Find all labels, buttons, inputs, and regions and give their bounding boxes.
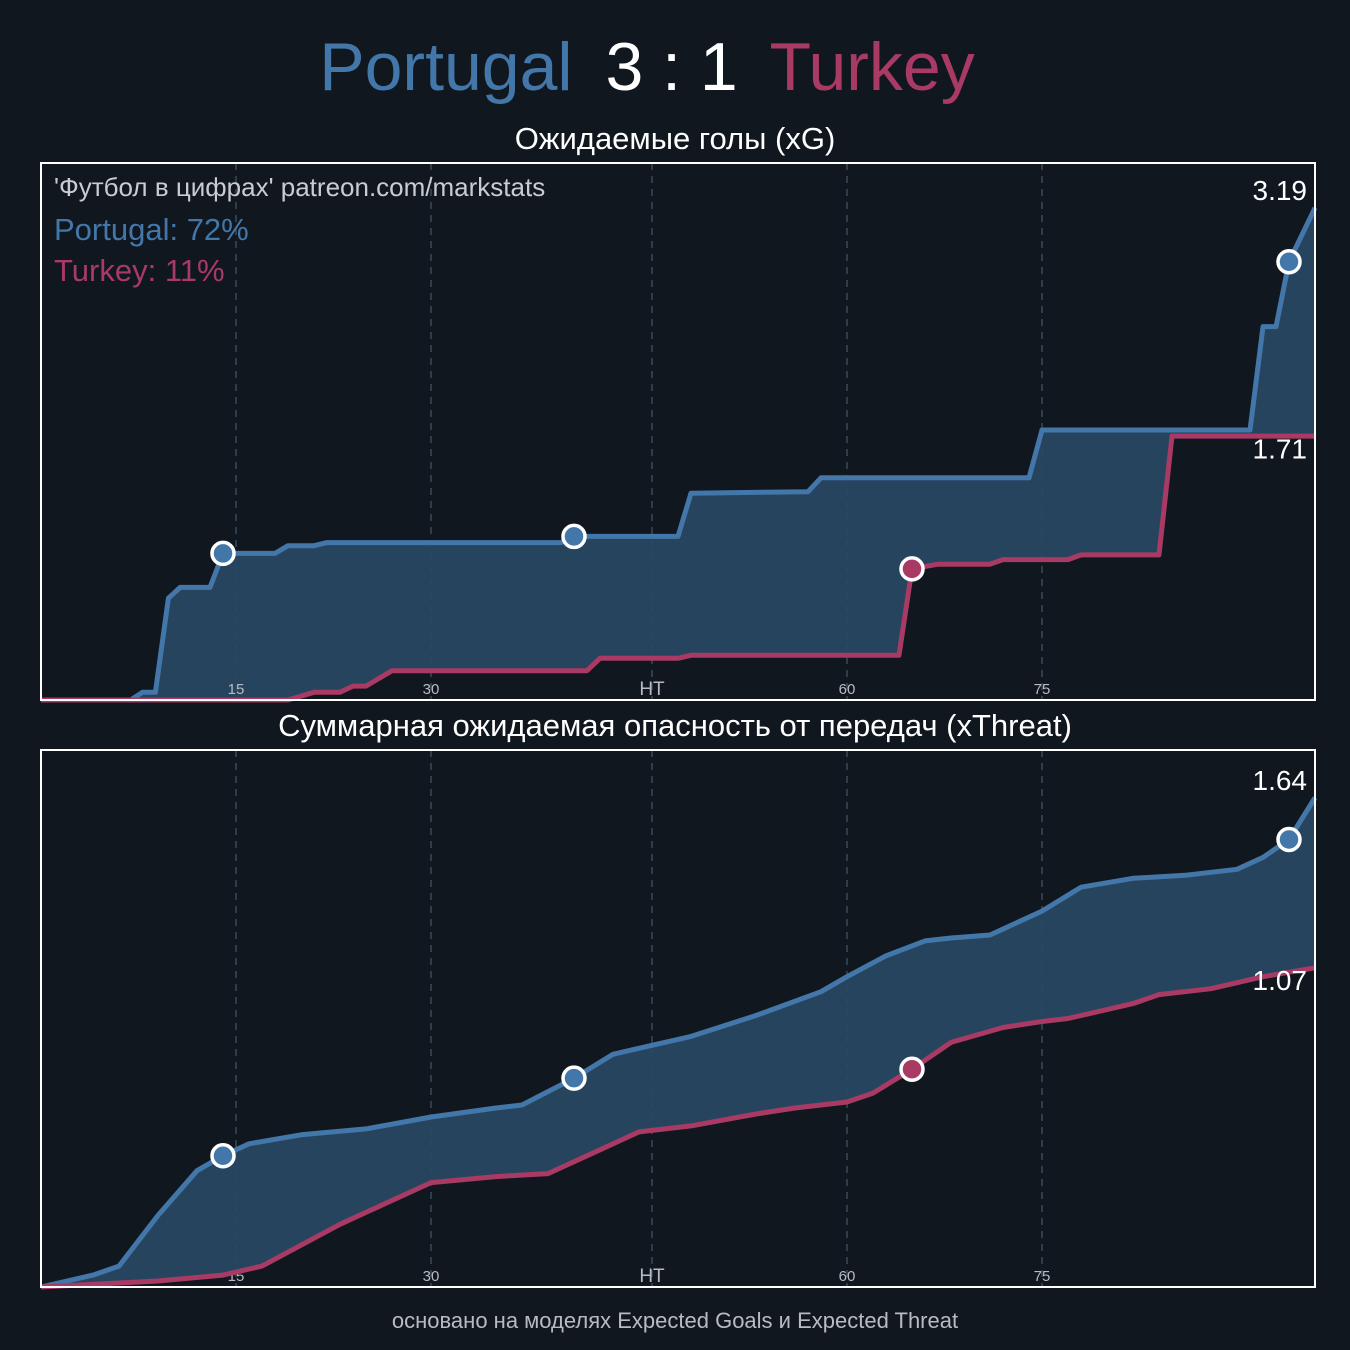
series-line: [40, 965, 1316, 1290]
x-tick-label: 75: [1034, 681, 1051, 698]
x-tick-label: HT: [639, 1266, 665, 1287]
gap-area: [41, 797, 1315, 1287]
note: 'Футбол в цифрах' patreon.com/markstats: [54, 172, 545, 202]
score: 3 : 1: [605, 29, 737, 105]
goal-marker: [1276, 826, 1302, 853]
match-title: Portugal 3 : 1 Turkey: [319, 29, 974, 105]
end-value-label: 3.19: [1253, 175, 1308, 206]
goal-marker: [899, 1056, 925, 1082]
x-tick-label: 15: [228, 681, 245, 698]
end-value-label: 1.64: [1253, 765, 1308, 796]
note: Turkey: 11%: [54, 253, 225, 288]
note: Portugal: 72%: [54, 212, 249, 247]
chart-title: Суммарная ожидаемая опасность от передач…: [278, 708, 1072, 743]
goal-marker: [1276, 249, 1302, 275]
end-value-label: 1.07: [1253, 965, 1308, 996]
plot-frame: [40, 162, 1316, 701]
goal-marker: [899, 556, 925, 582]
footer: основано на моделях Expected Goals и Exp…: [392, 1308, 958, 1333]
away-team: Turkey: [769, 29, 974, 105]
gap-area: [41, 207, 1315, 701]
x-tick-label: 75: [1034, 1268, 1051, 1285]
x-tick-label: 30: [423, 681, 440, 698]
x-tick-label: HT: [639, 679, 665, 700]
goal-marker: [210, 1142, 236, 1169]
series-line: [41, 433, 1315, 703]
x-tick-label: 30: [423, 1268, 440, 1285]
home-team: Portugal: [319, 29, 572, 105]
end-value-label: 1.71: [1253, 434, 1308, 465]
goal-marker: [561, 523, 587, 550]
chart-title: Ожидаемые голы (xG): [515, 121, 836, 156]
x-tick-label: 60: [839, 681, 856, 698]
plot-frame: [40, 749, 1316, 1288]
goal-marker: [210, 540, 236, 567]
goal-marker: [561, 1065, 587, 1091]
series-line: [41, 206, 1318, 703]
x-tick-label: 60: [839, 1268, 856, 1285]
